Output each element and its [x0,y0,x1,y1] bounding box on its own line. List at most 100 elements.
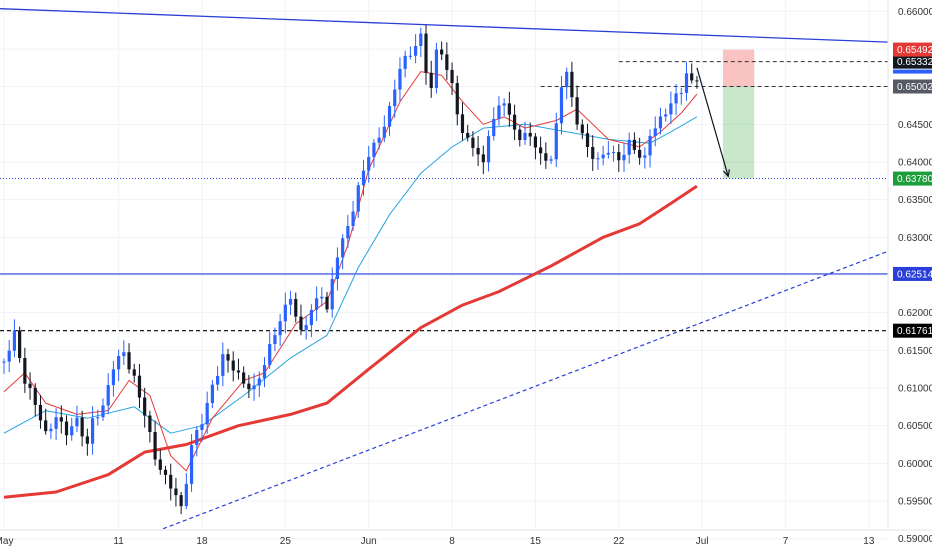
candle-body [210,384,214,404]
candle-body [617,152,621,161]
candle-body [533,136,538,148]
upper-trendline [0,8,888,43]
candle-body [570,71,574,98]
candle-body [205,403,209,425]
candle-body [221,354,225,376]
candle-body [226,354,230,361]
moving-average-line-1 [3,184,698,499]
candle-body [539,147,543,154]
candle-body [294,299,298,317]
candle-body [419,33,423,46]
candle-body [606,152,610,155]
take-profit-zone [722,86,755,179]
current-price-marker [893,69,932,74]
candle-body [486,136,491,163]
candle-body [382,126,386,138]
candle-body [554,123,558,160]
candle-body [684,73,689,93]
candle-body [195,429,199,446]
candle-body [283,304,287,322]
price-tag-label: 0.63780 [897,174,932,185]
candle-body [424,33,428,73]
candle-body [341,238,345,258]
candle-body [497,105,501,120]
candle-body [262,365,267,379]
price-tag-label: 0.65002 [897,82,932,93]
moving-average-line-2 [3,116,698,434]
price-tag [893,171,932,186]
candle-body [325,296,329,310]
candle-body [372,142,376,157]
candle-body [601,154,605,159]
price-tag [893,42,932,57]
candle-body [679,92,683,94]
candle-body [351,211,355,227]
candle-body [585,133,590,148]
candle-body [695,80,699,82]
y-tick-label: 0.64000 [898,157,932,168]
candle-body [413,45,418,56]
candle-body [174,488,178,496]
candle-body [309,309,313,326]
candle-body [627,139,631,155]
candle-body [408,55,412,57]
stop-loss-zone [722,49,755,87]
candle-body [356,185,360,212]
price-tag-label: 0.65332 [897,57,932,68]
candle-body [653,128,657,136]
candle-body [18,330,22,359]
candle-body [346,226,350,239]
candle-body [549,159,553,161]
x-tick-label: Jun [361,536,377,547]
candle-body [367,156,371,171]
candle-body [148,415,152,433]
candle-body [54,417,58,429]
price-tag [893,323,932,338]
x-tick-label: 13 [863,536,875,547]
y-tick-label: 0.59500 [898,497,932,508]
candle-body [643,155,647,158]
candle-body [132,369,136,376]
candle-body [403,55,407,69]
y-tick-label: 0.63000 [898,233,932,244]
candle-body [544,153,548,161]
candle-body [476,147,480,155]
candle-body [143,397,147,416]
y-tick-label: 0.66000 [898,7,932,18]
candle-body [596,158,600,160]
candle-body [398,68,402,90]
x-tick-label: May [0,536,13,547]
candle-body [575,97,579,125]
candle-body [90,418,95,444]
price-tag [893,54,932,69]
candle-body [49,428,53,432]
y-tick-label: 0.61000 [898,384,932,395]
x-tick-label: 15 [530,536,542,547]
candle-body [216,375,220,385]
candle-body [184,483,188,507]
y-tick-label: 0.62000 [898,308,932,319]
candle-body [158,459,162,470]
candle-body [12,330,17,351]
y-tick-label: 0.60000 [898,459,932,470]
candle-body [518,129,522,141]
candle-body [299,316,303,330]
candle-body [471,137,475,148]
candle-body [315,298,319,310]
y-tick-label: 0.61500 [898,346,932,357]
candle-body [565,71,569,88]
candle-body [429,72,433,88]
candle-body [200,424,204,430]
price-tag [893,79,932,94]
candle-body [23,358,27,384]
candle-body [466,132,470,138]
y-tick-label: 0.63500 [898,195,932,206]
candle-body [481,154,485,163]
candle-body [622,154,626,161]
candle-body [288,299,293,305]
candle-body [38,404,43,421]
candle-body [674,93,678,104]
candle-body [117,356,121,370]
